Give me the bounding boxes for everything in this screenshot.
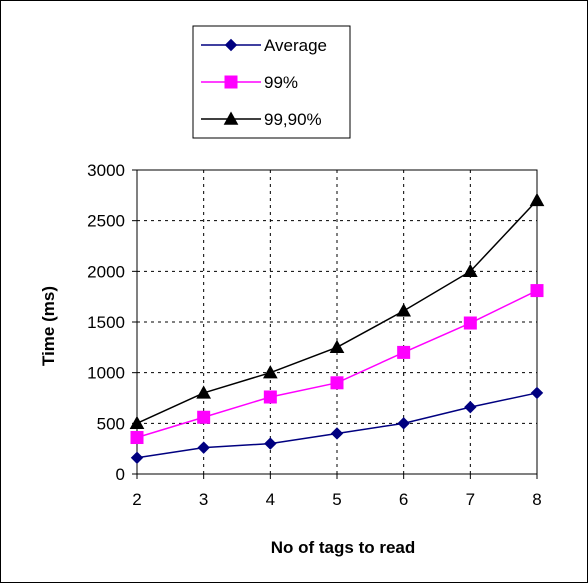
x-tick-label: 3 [199,490,208,509]
y-tick-label: 0 [116,465,125,484]
y-axis-title: Time (ms) [39,286,58,366]
square-marker [530,284,544,298]
square-marker [330,376,344,390]
legend-label: 99,90% [264,110,322,129]
y-tick-label: 2000 [87,262,125,281]
square-marker [463,316,477,330]
axes: 0 500 1000 1500 2000 2500 3000 2 3 4 5 6 7 8 [87,161,542,509]
x-tick-label: 5 [332,490,341,509]
triangle-marker [462,263,478,278]
y-tick-label: 1000 [87,364,125,383]
triangle-marker [262,365,278,379]
diamond-marker [530,386,544,400]
legend: Average 99% 99,90% [192,25,351,139]
y-tick-label: 2500 [87,212,125,231]
triangle-marker [196,385,212,399]
y-tick-label: 3000 [87,161,125,180]
x-tick-label: 7 [466,490,475,509]
x-tick-label: 2 [132,490,141,509]
legend-diamond-marker [224,38,238,52]
diamond-marker [464,400,477,414]
triangle-marker [329,339,345,354]
diamond-marker [130,451,144,464]
diamond-marker [330,427,344,440]
x-tick-label: 4 [266,490,275,509]
x-tick-label: 6 [399,490,408,509]
triangle-marker [396,303,412,317]
series-layer [129,192,545,464]
legend-label: Average [264,36,327,55]
diamond-marker [197,441,210,454]
plot-border [136,169,538,475]
legend-square-marker [224,75,238,89]
y-tick-label: 500 [97,414,125,433]
x-axis-title: No of tags to read [271,538,416,557]
x-tick-label: 8 [532,490,541,509]
triangle-marker [529,192,545,207]
diamond-marker [264,437,277,450]
square-marker [397,345,411,359]
y-tick-label: 1500 [87,313,125,332]
diamond-marker [397,417,410,430]
square-marker [263,390,277,404]
square-marker [130,431,144,445]
triangle-marker [129,415,145,430]
square-marker [197,410,211,424]
legend-label: 99% [264,73,298,92]
legend-triangle-marker [223,111,239,125]
